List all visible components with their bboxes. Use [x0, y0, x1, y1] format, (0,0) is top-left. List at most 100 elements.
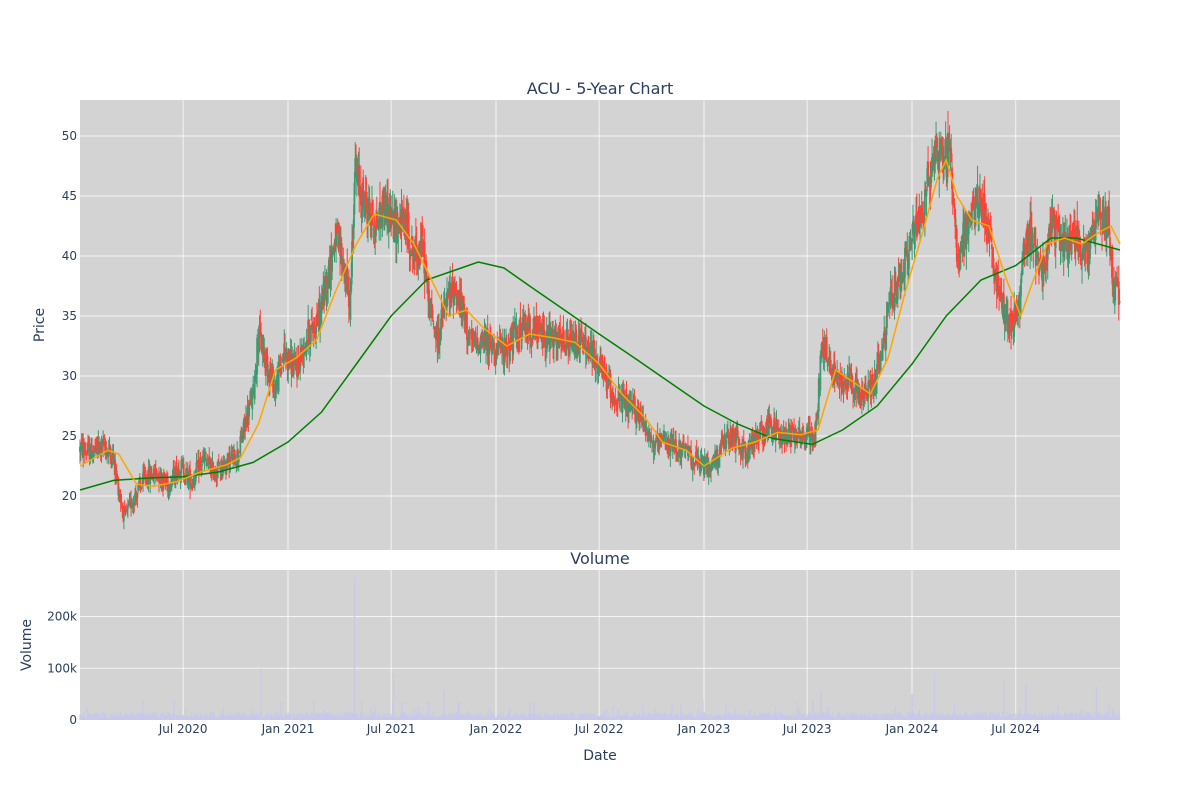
volume-bar: [175, 715, 178, 720]
volume-bar: [943, 718, 945, 720]
volume-bar: [584, 715, 586, 720]
volume-bar: [786, 716, 788, 720]
volume-bar: [889, 716, 892, 720]
candle-body: [568, 334, 571, 355]
volume-bar: [611, 715, 613, 720]
volume-bar: [403, 712, 405, 720]
candle-body: [697, 455, 700, 458]
volume-bar: [1024, 716, 1027, 720]
volume-bar: [923, 715, 925, 720]
candle-body: [1019, 285, 1022, 313]
candle-body: [965, 216, 968, 250]
volume-bar: [327, 712, 329, 720]
volume-bar: [633, 713, 635, 720]
candle-body: [921, 211, 924, 223]
volume-bar: [951, 714, 953, 720]
candle-body: [935, 142, 937, 162]
candle-body: [339, 230, 341, 257]
volume-bar: [957, 714, 959, 720]
candle-body: [292, 363, 295, 375]
candle-body: [1100, 212, 1103, 219]
volume-bar: [339, 714, 341, 720]
volume-bar: [411, 717, 413, 720]
volume-bar: [171, 717, 174, 720]
candle-body: [908, 246, 911, 250]
volume-bar: [348, 717, 350, 720]
volume-bar: [811, 716, 813, 720]
volume-bar: [778, 712, 780, 720]
volume-bar: [818, 712, 821, 720]
candle-body: [285, 352, 288, 358]
volume-bar: [960, 715, 962, 720]
volume-bar: [941, 712, 944, 720]
volume-bar: [484, 714, 486, 720]
volume-bar: [1057, 705, 1059, 720]
candle-body: [631, 401, 634, 413]
volume-bar: [310, 715, 312, 720]
volume-bar: [120, 712, 122, 720]
volume-bar: [688, 716, 691, 720]
volume-bar: [140, 712, 143, 720]
volume-bar: [558, 714, 560, 720]
volume-bar: [412, 713, 414, 720]
volume-bar: [1086, 715, 1088, 720]
volume-bar: [143, 714, 145, 720]
volume-bar: [225, 717, 227, 720]
candle-body: [310, 319, 313, 321]
volume-bar: [1095, 686, 1098, 720]
volume-bar: [792, 716, 794, 720]
volume-bar: [848, 715, 850, 720]
volume-bar: [709, 717, 711, 720]
candle-body: [732, 429, 735, 444]
volume-bar: [475, 717, 477, 720]
volume-bar: [291, 717, 293, 720]
candle-body: [816, 415, 819, 420]
volume-bar: [1051, 712, 1054, 720]
volume-bar: [153, 714, 155, 720]
candle-body: [884, 331, 887, 347]
volume-bar: [625, 714, 628, 720]
volume-bar: [407, 714, 409, 720]
volume-bar: [1074, 716, 1076, 720]
volume-bar: [712, 715, 714, 720]
candle-body: [894, 271, 897, 295]
volume-bar: [885, 714, 888, 720]
volume-bar: [991, 712, 993, 720]
volume-bar: [120, 714, 123, 720]
volume-bar: [113, 715, 115, 720]
volume-bar: [461, 714, 463, 720]
candle-body: [487, 352, 490, 358]
volume-bar: [983, 712, 985, 720]
volume-bar: [458, 701, 460, 720]
candle-body: [619, 398, 622, 401]
candle-body: [267, 371, 270, 376]
volume-bar: [97, 714, 99, 720]
volume-bar: [864, 714, 866, 720]
volume-bar: [443, 688, 445, 720]
volume-bar: [116, 714, 118, 720]
volume-bar: [273, 717, 275, 720]
volume-bar: [1000, 716, 1003, 720]
volume-bar: [867, 712, 869, 720]
volume-bar: [904, 717, 906, 720]
volume-bar: [428, 701, 430, 720]
candle-body: [109, 445, 112, 454]
volume-bar: [202, 717, 204, 720]
candle-body: [506, 350, 509, 354]
volume-bar: [853, 713, 855, 720]
volume-bar: [577, 717, 579, 720]
candle-body: [635, 420, 637, 423]
candle-body: [778, 439, 781, 443]
volume-bar: [999, 716, 1001, 720]
volume-bar: [359, 716, 361, 720]
candle-body: [627, 401, 630, 413]
candle-body: [803, 435, 806, 442]
candle-body: [1032, 245, 1035, 249]
volume-bar: [830, 716, 833, 720]
volume-bar: [518, 715, 520, 720]
candle-body: [864, 389, 866, 395]
candle-body: [726, 432, 729, 436]
candle-body: [859, 392, 862, 408]
candle-body: [796, 438, 799, 443]
candle-body: [853, 387, 856, 395]
